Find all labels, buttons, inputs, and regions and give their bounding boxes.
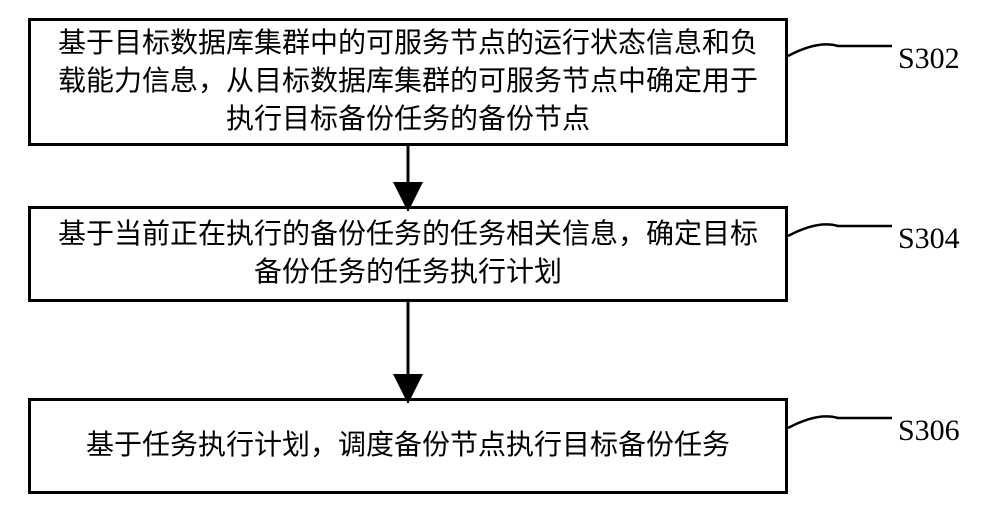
- flowchart-canvas: 基于目标数据库集群中的可服务节点的运行状态信息和负载能力信息，从目标数据库集群的…: [0, 0, 1000, 529]
- label-connector: [788, 224, 892, 236]
- label-connector: [788, 44, 892, 56]
- flow-step-label-s304: S304: [898, 222, 960, 256]
- flow-step-s306: 基于任务执行计划，调度备份节点执行目标备份任务: [28, 398, 788, 494]
- flow-step-text: 基于当前正在执行的备份任务的任务相关信息，确定目标备份任务的任务执行计划: [49, 216, 767, 292]
- flow-step-label-s302: S302: [898, 42, 960, 76]
- flow-step-text: 基于任务执行计划，调度备份节点执行目标备份任务: [86, 427, 730, 465]
- flow-step-text: 基于目标数据库集群中的可服务节点的运行状态信息和负载能力信息，从目标数据库集群的…: [49, 25, 767, 138]
- label-connector: [788, 416, 892, 428]
- flow-step-s302: 基于目标数据库集群中的可服务节点的运行状态信息和负载能力信息，从目标数据库集群的…: [28, 18, 788, 146]
- flow-step-s304: 基于当前正在执行的备份任务的任务相关信息，确定目标备份任务的任务执行计划: [28, 206, 788, 302]
- flow-step-label-s306: S306: [898, 414, 960, 448]
